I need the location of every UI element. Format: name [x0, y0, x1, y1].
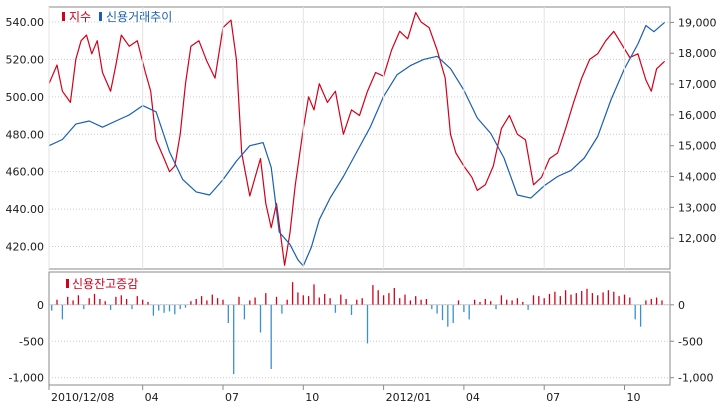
credit-tick-label: 17,000 — [678, 78, 717, 91]
date-tick-label: 04 — [145, 391, 159, 404]
date-tick-label: 2010/12/08 — [51, 391, 114, 404]
credit-tick-label: 18,000 — [678, 47, 717, 60]
date-tick-label: 10 — [626, 391, 640, 404]
credit-tick-label: 16,000 — [678, 109, 717, 122]
price-panel — [48, 6, 671, 270]
credit-change-right-tick-label: 0 — [678, 299, 685, 312]
credit-trend-line — [48, 21, 665, 267]
credit-change-right-tick-label: -500 — [678, 335, 703, 348]
credit-legend-label: 신용거래추이 — [106, 10, 172, 24]
index-legend-marker — [62, 12, 65, 21]
credit-change-panel — [48, 271, 671, 386]
date-tick-label: 07 — [546, 391, 560, 404]
credit-legend-marker — [99, 12, 102, 21]
date-tick-label: 07 — [225, 391, 239, 404]
date-tick-label: 04 — [466, 391, 480, 404]
credit-change-legend: 신용잔고증감 — [66, 277, 138, 291]
credit-tick-label: 12,000 — [678, 232, 717, 245]
date-tick-label: 2012/01 — [386, 391, 432, 404]
credit-tick-label: 13,000 — [678, 201, 717, 214]
date-tick-label: 10 — [305, 391, 319, 404]
date-axis-ticks: 2010/12/08 04 07 10 2012/01 04 07 10 — [48, 7, 640, 404]
index-tick-label: 500.00 — [6, 91, 45, 104]
index-legend-label: 지수 — [69, 10, 91, 24]
credit-change-legend-marker — [66, 279, 69, 288]
credit-change-left-tick-label: -500 — [19, 335, 44, 348]
credit-tick-label: 19,000 — [678, 16, 717, 29]
credit-change-left-ticks: 0 -500 -1,000 — [9, 299, 44, 385]
credit-change-left-tick-label: 0 — [37, 299, 44, 312]
credit-tick-label: 14,000 — [678, 171, 717, 184]
credit-change-left-tick-label: -1,000 — [9, 372, 44, 385]
index-tick-label: 460.00 — [6, 166, 45, 179]
credit-change-legend-label: 신용잔고증감 — [72, 277, 138, 291]
index-tick-label: 540.00 — [6, 16, 45, 29]
index-tick-label: 520.00 — [6, 53, 45, 66]
index-tick-label: 420.00 — [6, 241, 45, 254]
credit-tick-label: 15,000 — [678, 140, 717, 153]
index-tick-label: 480.00 — [6, 128, 45, 141]
credit-axis-ticks: 19,000 18,000 17,000 16,000 15,000 14,000 13,0… — [670, 16, 717, 245]
credit-change-right-tick-label: -1,000 — [678, 372, 713, 385]
credit-change-bars — [49, 282, 670, 375]
credit-change-right-ticks: 0 -500 -1,000 — [670, 299, 713, 385]
price-panel-legend: 지수 신용거래추이 — [62, 10, 172, 24]
index-tick-label: 440.00 — [6, 203, 45, 216]
index-axis-ticks: 540.00 520.00 500.00 480.00 460.00 440.00 420.… — [6, 16, 45, 254]
